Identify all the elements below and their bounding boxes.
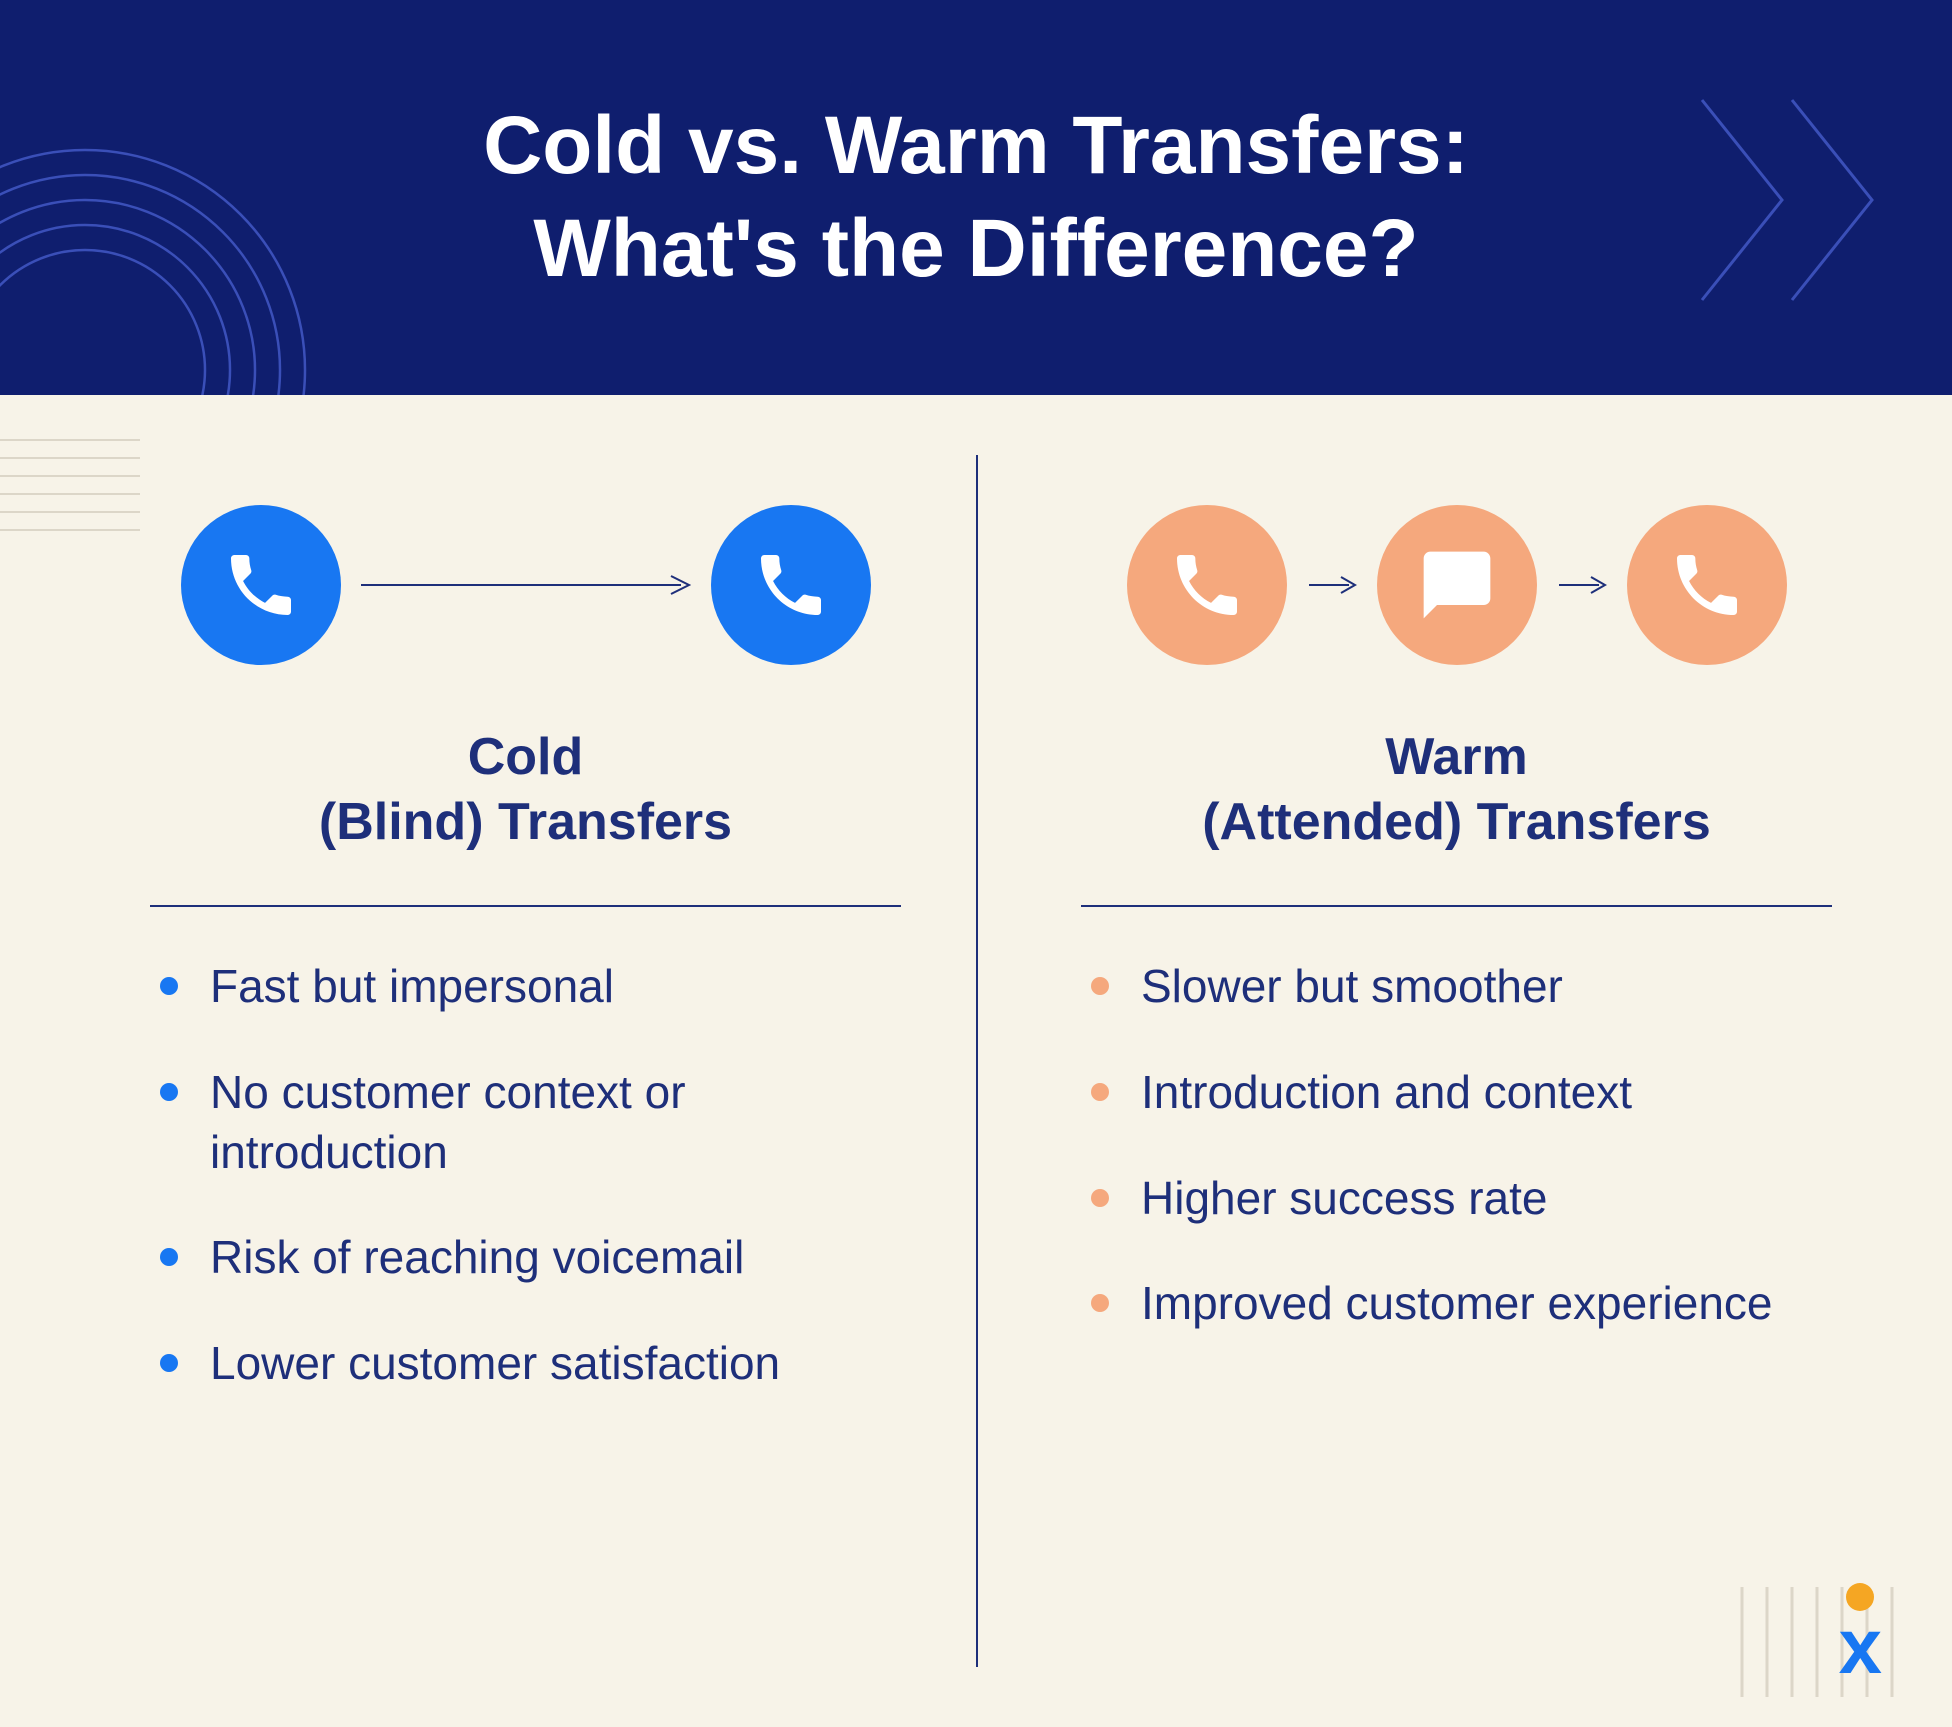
warm-subtitle-line-2: (Attended) Transfers bbox=[1202, 793, 1711, 851]
cold-horizontal-divider bbox=[150, 905, 901, 907]
cold-subtitle-line-1: Cold bbox=[468, 728, 584, 786]
cold-icon-row bbox=[130, 485, 921, 685]
arrow-short-icon-2 bbox=[1557, 570, 1607, 600]
warm-bullet-2: Higher success rate bbox=[1091, 1169, 1852, 1229]
chat-icon-warm bbox=[1377, 505, 1537, 665]
cold-bullet-0: Fast but impersonal bbox=[160, 957, 921, 1017]
arrow-short-icon-1 bbox=[1307, 570, 1357, 600]
warm-column: Warm (Attended) Transfers Slower but smo… bbox=[981, 395, 1952, 1727]
cold-bullet-list: Fast but impersonal No customer context … bbox=[130, 957, 921, 1394]
header-banner: Cold vs. Warm Transfers: What's the Diff… bbox=[0, 0, 1952, 395]
warm-bullet-0: Slower but smoother bbox=[1091, 957, 1852, 1017]
phone-icon-cold-2 bbox=[711, 505, 871, 665]
cold-bullet-2: Risk of reaching voicemail bbox=[160, 1228, 921, 1288]
warm-bullet-list: Slower but smoother Introduction and con… bbox=[1061, 957, 1852, 1334]
phone-icon-warm-1 bbox=[1127, 505, 1287, 665]
phone-icon-warm-2 bbox=[1627, 505, 1787, 665]
logo-x-icon: x bbox=[1839, 1615, 1882, 1677]
warm-bullet-1: Introduction and context bbox=[1091, 1063, 1852, 1123]
cold-bullet-3: Lower customer satisfaction bbox=[160, 1334, 921, 1394]
cold-subtitle: Cold (Blind) Transfers bbox=[130, 725, 921, 855]
warm-subtitle-line-1: Warm bbox=[1385, 728, 1528, 786]
arrow-long-icon bbox=[361, 584, 691, 586]
phone-icon-cold-1 bbox=[181, 505, 341, 665]
content-area: Cold (Blind) Transfers Fast but imperson… bbox=[0, 395, 1952, 1727]
brand-logo: x bbox=[1839, 1583, 1882, 1677]
title-line-1: Cold vs. Warm Transfers: bbox=[483, 100, 1469, 191]
page-title: Cold vs. Warm Transfers: What's the Diff… bbox=[483, 95, 1469, 300]
decoration-lines-right bbox=[1732, 1557, 1912, 1697]
warm-horizontal-divider bbox=[1081, 905, 1832, 907]
chevron-decoration-icon bbox=[1692, 90, 1892, 310]
cold-subtitle-line-2: (Blind) Transfers bbox=[319, 793, 732, 851]
cold-bullet-1: No customer context or introduction bbox=[160, 1063, 921, 1183]
warm-icon-row bbox=[1061, 485, 1852, 685]
cold-column: Cold (Blind) Transfers Fast but imperson… bbox=[0, 395, 981, 1727]
arc-decoration-icon bbox=[0, 145, 310, 395]
title-line-2: What's the Difference? bbox=[533, 203, 1418, 294]
warm-bullet-3: Improved customer experience bbox=[1091, 1274, 1852, 1334]
warm-subtitle: Warm (Attended) Transfers bbox=[1061, 725, 1852, 855]
